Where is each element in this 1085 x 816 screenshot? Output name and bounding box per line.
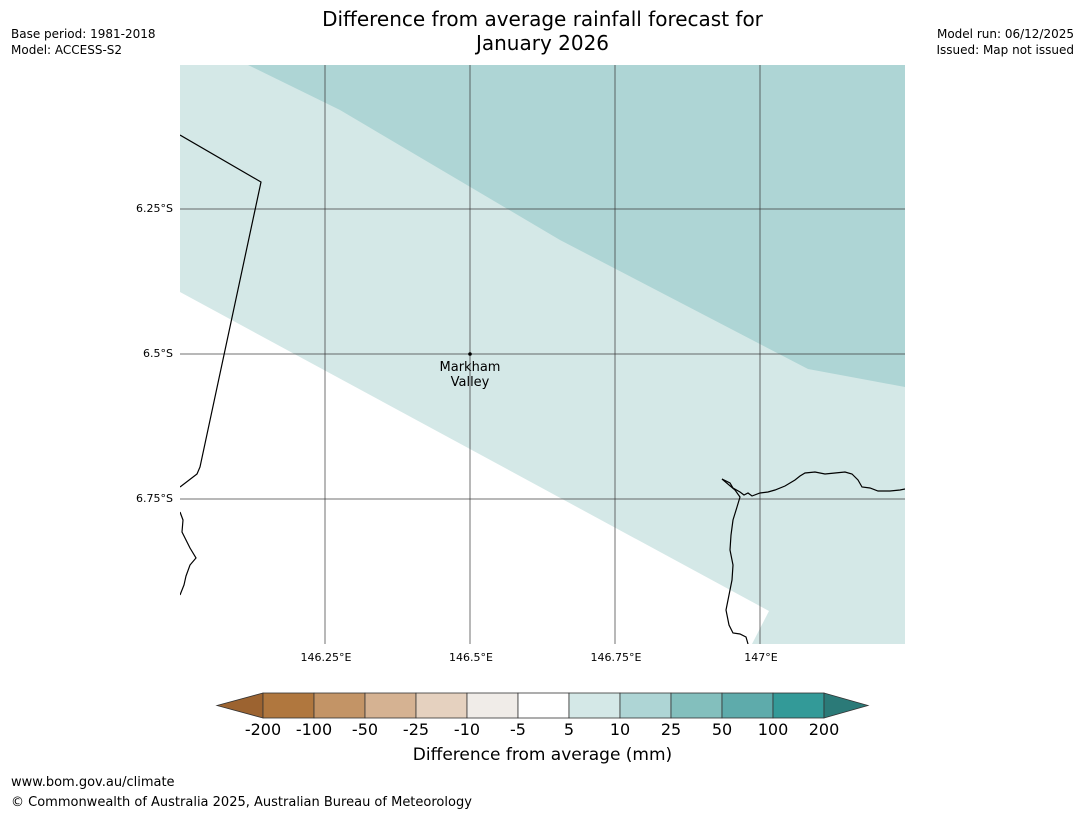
map-title: Difference from average rainfall forecas…	[0, 7, 1085, 55]
coast-river	[721, 471, 905, 497]
colorbar-swatch	[772, 692, 825, 719]
cb-tick-label: -5	[510, 720, 526, 739]
cb-tick-label: -10	[453, 720, 481, 739]
cb-tick-label: 5	[563, 720, 575, 739]
cb-tick-label: 100	[757, 720, 789, 739]
border-line	[180, 134, 262, 488]
colorbar-swatch	[721, 692, 774, 719]
title-line-1: Difference from average rainfall forecas…	[322, 7, 763, 31]
cb-tick-label: -100	[295, 720, 333, 739]
lon-label-146-5: 146.5°E	[449, 651, 493, 664]
colorbar-swatch	[364, 692, 417, 719]
cb-tick-label: -25	[402, 720, 430, 739]
lat-label-6-75: 6.75°S	[136, 492, 173, 505]
colorbar-swatch	[670, 692, 723, 719]
colorbar-swatch	[619, 692, 672, 719]
colorbar-swatch	[415, 692, 468, 719]
colorbar-swatches	[215, 692, 870, 719]
coastlines	[180, 134, 905, 644]
model-run: Model run: 06/12/2025	[936, 27, 1074, 41]
lat-label-6-5: 6.5°S	[143, 347, 173, 360]
base-period: Base period: 1981-2018	[11, 27, 156, 41]
map-area[interactable]	[180, 65, 905, 644]
colorbar-arrow-high	[823, 692, 870, 719]
lon-label-146-25: 146.25°E	[300, 651, 352, 664]
cb-tick-label: -50	[351, 720, 379, 739]
place-name-line-2: Valley	[450, 375, 490, 390]
colorbar-swatch	[313, 692, 366, 719]
lon-label-147: 147°E	[744, 651, 778, 664]
colorbar-swatch	[262, 692, 315, 719]
place-label-markham-valley: Markham Valley	[420, 360, 520, 390]
model-name: Model: ACCESS-S2	[11, 43, 123, 57]
title-line-2: January 2026	[475, 31, 610, 55]
lon-label-146-75: 146.75°E	[590, 651, 642, 664]
meta-right: Model run: 06/12/2025 Issued: Map not is…	[936, 26, 1074, 58]
colorbar-swatch	[466, 692, 519, 719]
cb-tick-label: -200	[244, 720, 282, 739]
colorbar-arrow-low	[215, 692, 264, 719]
colorbar-swatch	[568, 692, 621, 719]
colorbar-swatch	[517, 692, 570, 719]
rain-band-10-25	[248, 65, 905, 387]
river-south	[721, 478, 749, 644]
cb-tick-label: 10	[609, 720, 631, 739]
coast-west	[180, 511, 197, 596]
cb-tick-label: 50	[711, 720, 733, 739]
colorbar-title: Difference from average (mm)	[412, 745, 673, 765]
place-name-line-1: Markham	[439, 360, 501, 375]
markham-valley-marker[interactable]	[468, 352, 472, 356]
cb-tick-label: 25	[660, 720, 682, 739]
meta-left: Base period: 1981-2018 Model: ACCESS-S2	[11, 26, 156, 58]
lat-label-6-25: 6.25°S	[136, 202, 173, 215]
colorbar	[215, 692, 870, 719]
footer-copyright: © Commonwealth of Australia 2025, Austra…	[11, 795, 472, 810]
issued-status: Issued: Map not issued	[936, 43, 1074, 57]
graticule	[180, 65, 905, 644]
footer-url[interactable]: www.bom.gov.au/climate	[11, 775, 175, 790]
cb-tick-label: 200	[808, 720, 840, 739]
